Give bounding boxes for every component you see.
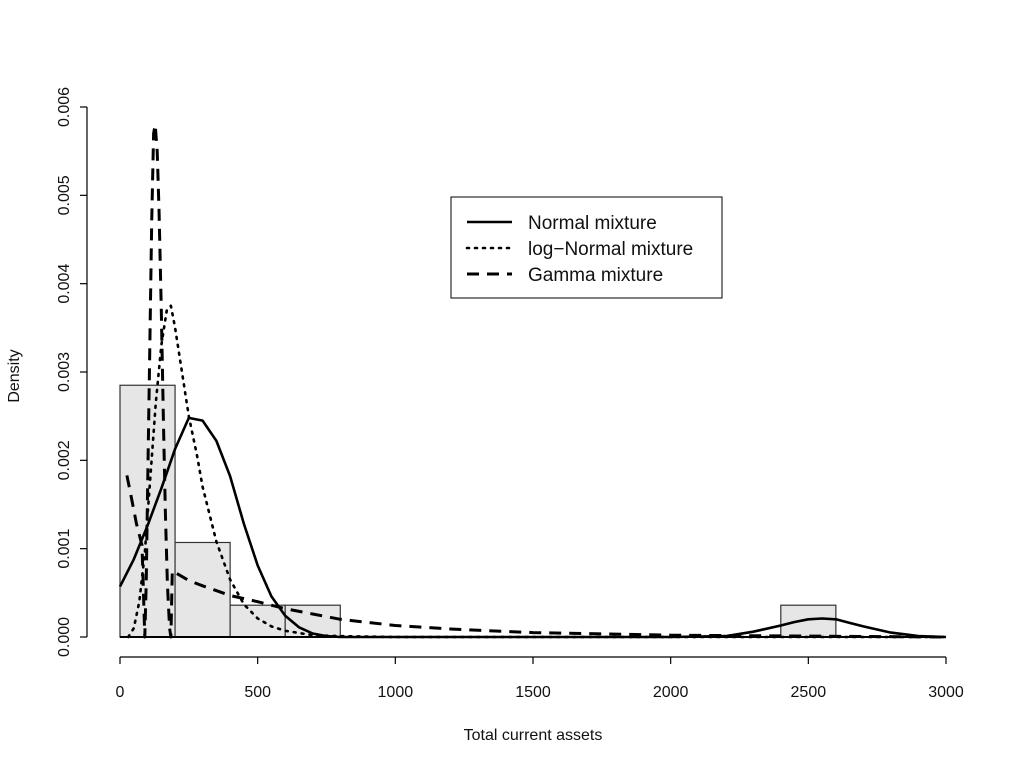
legend-label: Gamma mixture: [528, 265, 663, 286]
histogram-bar-2: [229, 604, 286, 638]
series-solid-curve: [118, 416, 947, 639]
legend-label: Normal mixture: [528, 213, 657, 234]
y-tick-label: 0.002: [56, 440, 73, 480]
legend: Normal mixture log−Normal mixture Gamma mi…: [450, 196, 723, 299]
y-tick-label: 0.001: [56, 529, 73, 569]
x-tick-label: 1500: [515, 684, 551, 701]
histogram-bars: [119, 384, 837, 638]
x-axis-title: Total current assets: [464, 727, 603, 744]
y-axis-title: Density: [6, 349, 23, 402]
series-dotted-curve: [127, 304, 948, 639]
y-tick-label: 0.003: [56, 352, 73, 392]
y-axis: 0.000 0.001 0.002 0.003 0.004 0.005 0.006: [56, 87, 88, 657]
x-tick-label: 3000: [928, 684, 964, 701]
y-tick-label: 0.005: [56, 175, 73, 215]
density-curves: [118, 123, 948, 639]
series-dashed-curve: [125, 123, 947, 639]
x-tick-label: 0: [116, 684, 125, 701]
x-tick-label: 2500: [791, 684, 827, 701]
y-tick-label: 0.004: [56, 264, 73, 304]
x-tick-label: 2000: [653, 684, 689, 701]
y-tick-label: 0.000: [56, 617, 73, 657]
y-tick-label: 0.006: [56, 87, 73, 127]
x-tick-label: 1000: [378, 684, 414, 701]
legend-box: [450, 196, 723, 299]
histogram-bar-4: [780, 604, 837, 638]
x-axis: 0 500 1000 1500 2000 2500 3000: [116, 656, 964, 701]
histogram-bar-1: [174, 541, 231, 638]
x-tick-label: 500: [244, 684, 271, 701]
legend-label: log−Normal mixture: [528, 239, 693, 260]
